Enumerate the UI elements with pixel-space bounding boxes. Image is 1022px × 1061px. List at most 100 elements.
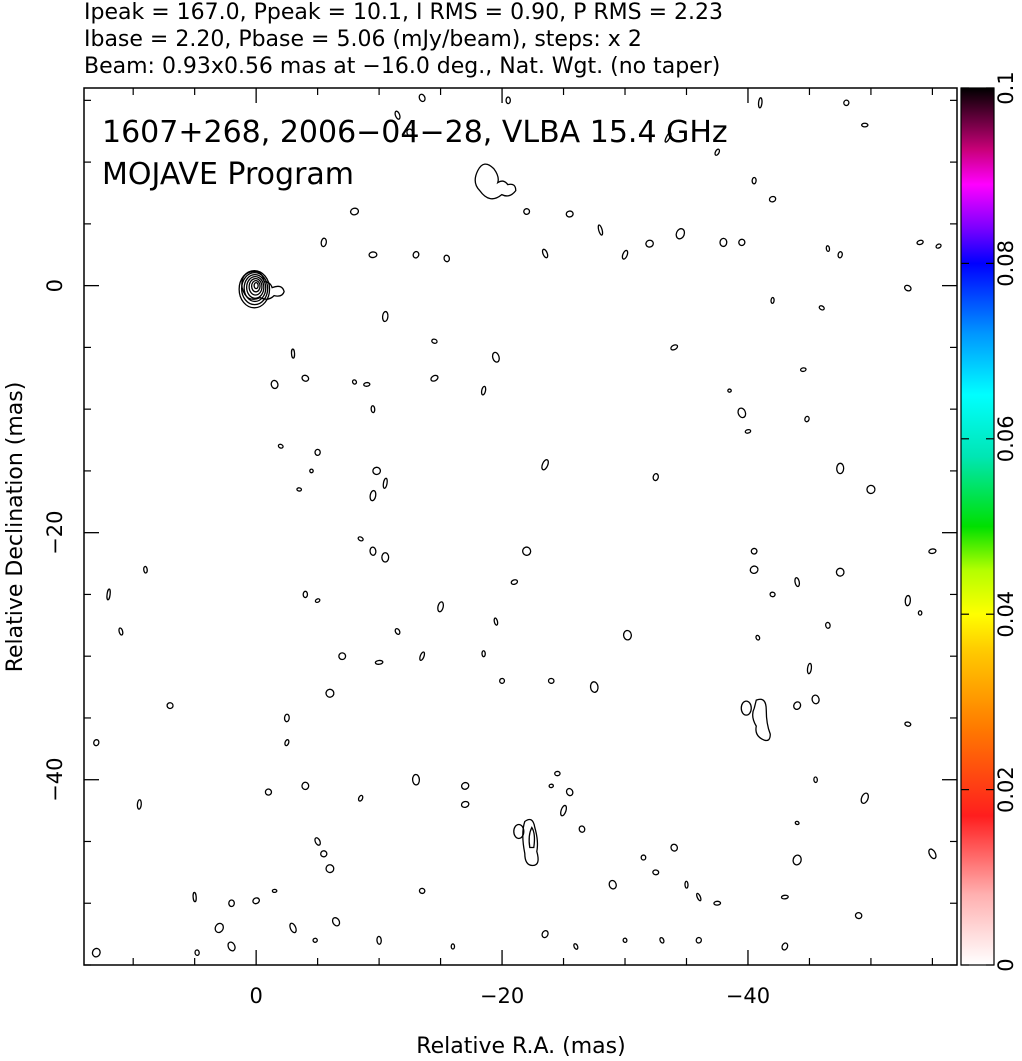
x-tick-label: −20 (480, 984, 524, 1008)
noise-contour (622, 629, 632, 641)
noise-contour (854, 911, 863, 920)
noise-contour (837, 251, 843, 259)
noise-contour (418, 93, 426, 103)
noise-contour (480, 385, 487, 396)
noise-contour (670, 843, 679, 852)
noise-contour (645, 239, 654, 248)
noise-contour (928, 848, 937, 860)
noise-contour (640, 854, 647, 861)
noise-contour (825, 245, 831, 253)
noise-contour (290, 348, 296, 359)
noise-contour (916, 239, 924, 246)
noise-contour (418, 887, 426, 895)
colorbar-ticks: 0 0.02 0.04 0.06 0.08 0.1 (961, 71, 1018, 972)
noise-contour (548, 783, 554, 789)
noise-contour (369, 489, 377, 502)
noise-contour (749, 565, 759, 575)
noise-contour (560, 804, 568, 817)
noise-contour (860, 792, 870, 804)
noise-contour (460, 781, 470, 790)
noise-contour (284, 739, 290, 747)
noise-contour (804, 415, 810, 423)
noise-contour (866, 484, 876, 495)
noise-contour (369, 546, 377, 556)
x-tick-label: −40 (726, 984, 770, 1008)
y-tick-label: 0 (43, 279, 67, 292)
noise-contour (91, 947, 101, 958)
noise-contour (166, 702, 174, 710)
noise-contour (302, 590, 309, 599)
blob-inner-contour (528, 826, 536, 849)
noise-contour (737, 407, 747, 419)
core-contour (238, 269, 271, 309)
noise-contour (493, 617, 499, 626)
noise-contour (750, 547, 758, 555)
noise-contour (106, 588, 111, 601)
noise-contour (917, 610, 923, 616)
noise-contour (597, 224, 604, 236)
noise-contour (565, 210, 574, 218)
noise-contour (368, 251, 378, 259)
noise-contour (320, 237, 328, 248)
core-contour (248, 277, 263, 296)
noise-contour (727, 388, 732, 393)
noise-contour (768, 195, 777, 203)
noise-contour (394, 110, 401, 120)
header-line-1: Ipeak = 167.0, Ppeak = 10.1, I RMS = 0.9… (84, 0, 723, 25)
noise-contour (770, 296, 775, 305)
noise-contour (370, 405, 376, 414)
noise-contour (781, 942, 789, 951)
noise-contour (443, 254, 451, 263)
noise-contour (314, 837, 321, 846)
noise-contour (192, 891, 197, 903)
noise-contour (835, 567, 845, 577)
noise-contour (793, 701, 802, 710)
noise-contour (363, 381, 371, 387)
noise-contour (928, 548, 937, 555)
blob-contour (740, 700, 752, 716)
noise-contour (325, 688, 335, 698)
noise-contour (228, 899, 235, 908)
noise-contour (608, 879, 617, 890)
noise-contour (818, 305, 825, 311)
noise-contour (755, 634, 761, 641)
noise-contour (264, 788, 273, 796)
colorbar (960, 87, 995, 966)
noise-contour (757, 97, 763, 109)
noise-contour (214, 922, 224, 934)
noise-contour (903, 284, 912, 292)
noise-contour (118, 627, 124, 636)
blob-contour (522, 818, 539, 867)
noise-contour (792, 854, 802, 866)
noise-contour (547, 677, 555, 684)
noise-contour (419, 651, 426, 662)
noise-contour (541, 248, 549, 259)
noise-contour (670, 344, 679, 351)
noise-contour (573, 943, 579, 950)
noise-contour (719, 237, 728, 248)
noise-contour (813, 776, 818, 784)
noise-contour (664, 132, 672, 143)
noise-contour (289, 922, 297, 934)
noise-contour (652, 869, 660, 876)
colorbar-tick-label: 0.04 (994, 591, 1018, 638)
noise-contour (904, 721, 912, 727)
chart-subtitle: MOJAVE Program (102, 157, 354, 192)
noise-contour (93, 739, 100, 747)
noise-contour (338, 652, 347, 661)
core-contour (250, 279, 261, 293)
noise-contour (382, 477, 388, 489)
noise-contour (695, 936, 702, 944)
noise-contour (312, 937, 318, 943)
noise-contour (769, 591, 776, 598)
noise-contour (904, 594, 912, 607)
y-axis-label: Relative Declination (mas) (3, 382, 28, 673)
y-tick-label: −40 (43, 758, 67, 802)
noise-contour (659, 936, 665, 944)
noise-contour (836, 462, 845, 475)
noise-contour (394, 627, 401, 636)
noise-contour (357, 536, 364, 542)
noise-contour (541, 459, 549, 471)
colorbar-tick-label: 0.08 (994, 240, 1018, 287)
noise-contour (431, 338, 438, 344)
